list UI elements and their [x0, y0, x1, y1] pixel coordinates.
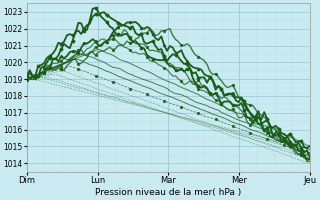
X-axis label: Pression niveau de la mer( hPa ): Pression niveau de la mer( hPa ) — [95, 188, 242, 197]
